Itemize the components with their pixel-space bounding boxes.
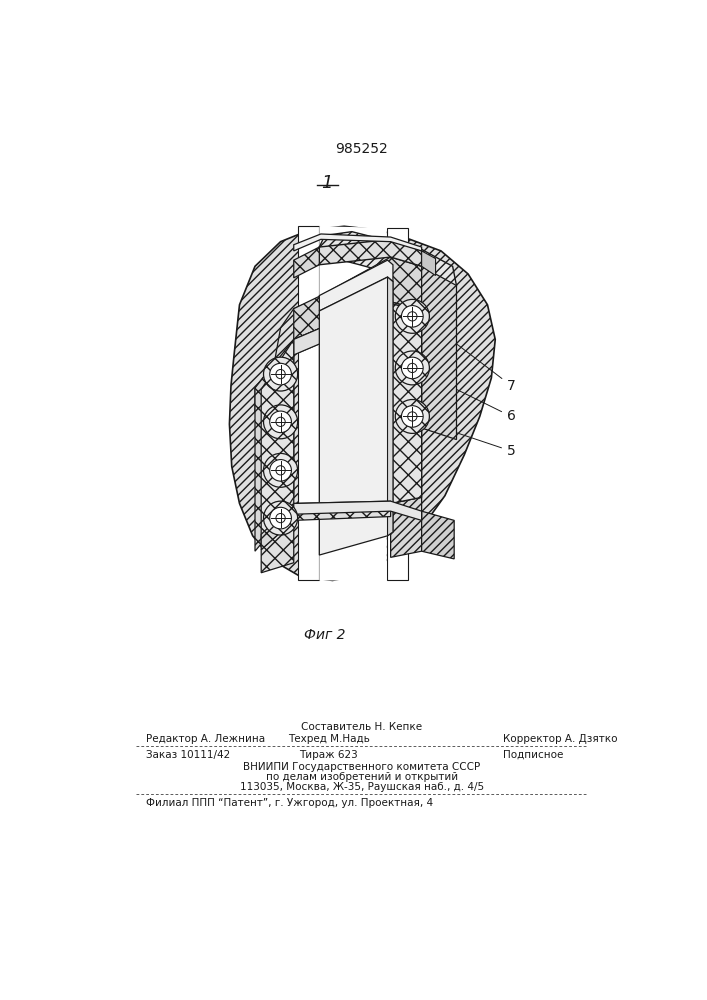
Ellipse shape — [276, 417, 285, 426]
Polygon shape — [230, 226, 495, 580]
Text: 985252: 985252 — [336, 142, 388, 156]
Polygon shape — [298, 226, 320, 580]
Text: Филиал ППП “Патент”, г. Ужгород, ул. Проектная, 4: Филиал ППП “Патент”, г. Ужгород, ул. Про… — [146, 798, 433, 808]
Text: Техред М.Надь: Техред М.Надь — [288, 734, 370, 744]
Ellipse shape — [264, 405, 298, 439]
Polygon shape — [387, 277, 393, 536]
Polygon shape — [421, 511, 454, 559]
Ellipse shape — [276, 369, 285, 379]
Polygon shape — [293, 501, 421, 520]
Polygon shape — [293, 257, 421, 339]
Ellipse shape — [264, 357, 298, 391]
Polygon shape — [320, 226, 387, 580]
Ellipse shape — [276, 466, 285, 475]
Polygon shape — [293, 234, 421, 251]
Polygon shape — [320, 277, 393, 555]
Polygon shape — [255, 297, 321, 424]
Ellipse shape — [270, 411, 291, 433]
Ellipse shape — [270, 507, 291, 529]
Ellipse shape — [408, 412, 417, 421]
Text: ВНИИПИ Государственного комитета СССР: ВНИИПИ Государственного комитета СССР — [243, 762, 481, 772]
Polygon shape — [387, 228, 409, 580]
Text: 1: 1 — [321, 174, 333, 192]
Ellipse shape — [276, 513, 285, 523]
Polygon shape — [421, 251, 436, 276]
Text: 5: 5 — [433, 425, 515, 458]
Ellipse shape — [270, 460, 291, 481]
Text: 6: 6 — [428, 375, 515, 423]
Ellipse shape — [395, 299, 429, 333]
Ellipse shape — [408, 312, 417, 321]
Polygon shape — [293, 247, 320, 278]
Text: Редактор А. Лежнина: Редактор А. Лежнина — [146, 734, 266, 744]
Polygon shape — [293, 501, 391, 520]
Ellipse shape — [408, 363, 417, 373]
Polygon shape — [320, 239, 421, 266]
Text: 7: 7 — [438, 330, 515, 393]
Polygon shape — [320, 260, 393, 311]
Text: Подписное: Подписное — [503, 750, 563, 760]
Text: Составитель Н. Кепке: Составитель Н. Кепке — [301, 722, 423, 732]
Ellipse shape — [402, 306, 423, 327]
Ellipse shape — [395, 351, 429, 385]
Polygon shape — [293, 302, 421, 355]
Polygon shape — [261, 339, 293, 547]
Polygon shape — [391, 497, 421, 557]
Ellipse shape — [395, 400, 429, 433]
Ellipse shape — [402, 357, 423, 379]
Polygon shape — [255, 339, 293, 551]
Ellipse shape — [402, 406, 423, 427]
Text: по делам изобретений и открытий: по делам изобретений и открытий — [266, 772, 458, 782]
Text: 113035, Москва, Ж-35, Раушская наб., д. 4/5: 113035, Москва, Ж-35, Раушская наб., д. … — [240, 782, 484, 792]
Polygon shape — [391, 302, 421, 503]
Polygon shape — [391, 303, 421, 503]
Text: Корректор А. Дзятко: Корректор А. Дзятко — [503, 734, 617, 744]
Polygon shape — [293, 328, 321, 355]
Polygon shape — [391, 257, 457, 440]
Text: Фиг 2: Фиг 2 — [304, 628, 346, 642]
Ellipse shape — [264, 501, 298, 535]
Text: Заказ 10111/42: Заказ 10111/42 — [146, 750, 230, 760]
Polygon shape — [261, 503, 293, 550]
Polygon shape — [320, 232, 457, 293]
Ellipse shape — [264, 453, 298, 487]
Polygon shape — [261, 520, 293, 573]
Text: Тираж 623: Тираж 623 — [299, 750, 358, 760]
Ellipse shape — [270, 363, 291, 385]
